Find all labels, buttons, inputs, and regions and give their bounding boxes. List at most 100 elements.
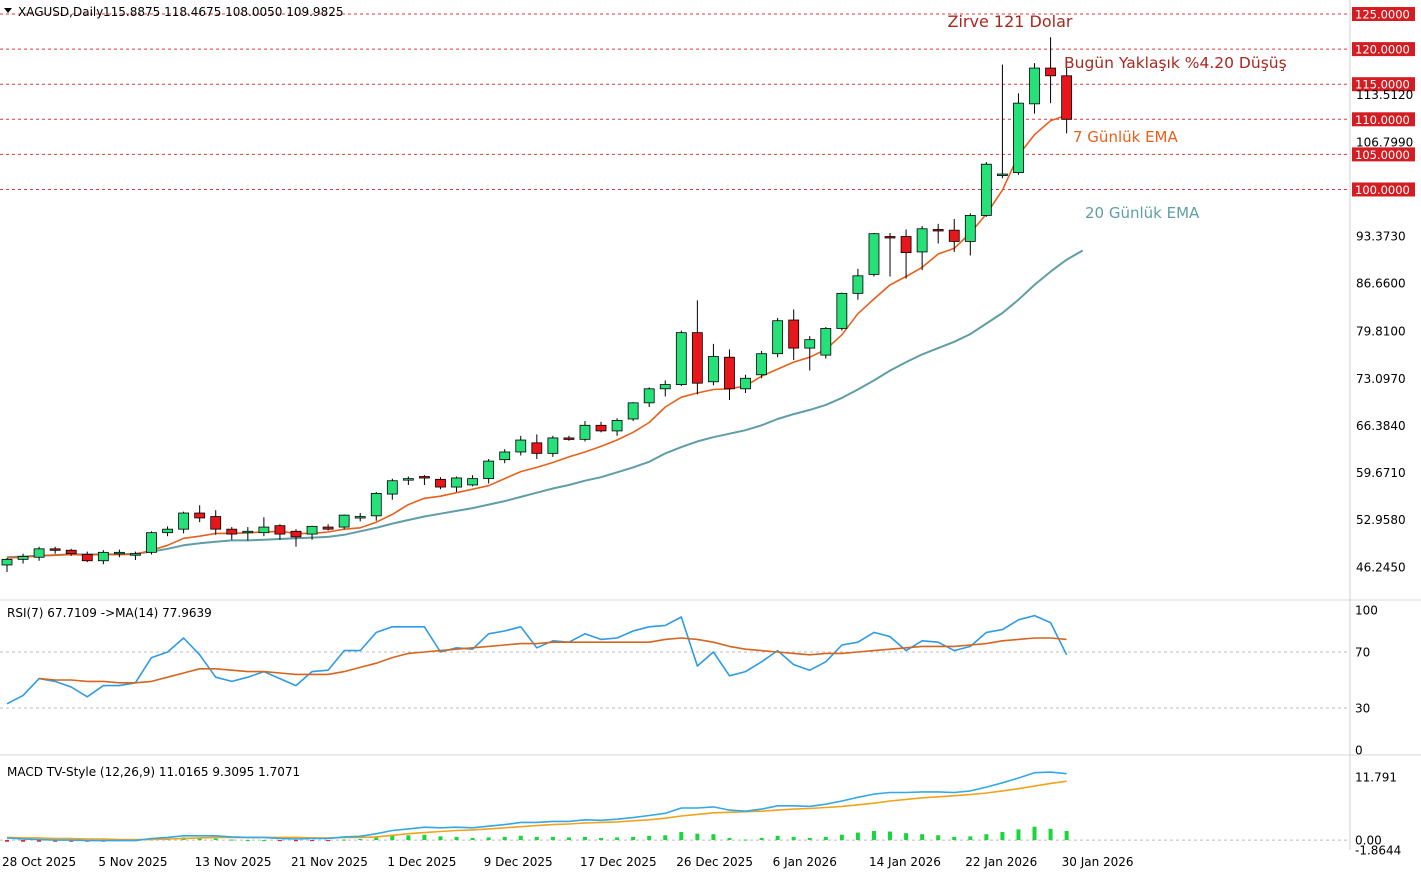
candle-body bbox=[113, 551, 125, 555]
candle-body bbox=[322, 526, 334, 530]
price-level-label: 115.0000 bbox=[1355, 78, 1410, 92]
macd-indicator-label: MACD TV-Style (12,26,9) 11.0165 9.3095 1… bbox=[7, 765, 300, 779]
candle-body bbox=[17, 556, 29, 560]
macd-histogram-bar bbox=[888, 831, 893, 841]
candle-body bbox=[916, 228, 928, 253]
candle-body bbox=[467, 478, 478, 486]
macd-histogram-bar bbox=[647, 835, 652, 841]
macd-histogram-bar bbox=[550, 836, 555, 841]
macd-histogram-bar bbox=[615, 837, 620, 841]
macd-histogram-bar bbox=[823, 836, 828, 841]
macd-histogram-bar bbox=[631, 836, 636, 841]
candle-body bbox=[948, 229, 960, 242]
peak-annotation: Zirve 121 Dolar bbox=[948, 12, 1073, 31]
macd-histogram-bar bbox=[390, 835, 395, 841]
candle-body bbox=[194, 512, 206, 519]
macd-histogram-bar bbox=[406, 835, 411, 841]
macd-histogram-bar bbox=[663, 835, 668, 841]
price-level-box bbox=[1352, 182, 1415, 197]
price-tick-label: 93.3730 bbox=[1356, 229, 1406, 243]
candle-body bbox=[675, 332, 687, 385]
time-tick-label: 30 Jan 2026 bbox=[1062, 855, 1134, 869]
price-level-box bbox=[1352, 112, 1415, 127]
candle-body bbox=[659, 384, 671, 390]
macd-histogram-bar bbox=[1000, 832, 1005, 841]
macd-histogram-bar bbox=[1016, 829, 1021, 841]
macd-histogram-bar bbox=[21, 840, 26, 842]
price-tick-label: 66.3840 bbox=[1356, 419, 1406, 433]
candle-body bbox=[756, 353, 767, 376]
macd-histogram-bar bbox=[213, 838, 218, 841]
rsi-tick-label: 70 bbox=[1355, 646, 1370, 660]
candle-body bbox=[820, 328, 832, 356]
macd-histogram-bar bbox=[245, 840, 250, 842]
price-level-label: 125.0000 bbox=[1355, 8, 1410, 22]
candle-body bbox=[306, 525, 318, 535]
candle-body bbox=[226, 528, 238, 535]
dropdown-arrow-icon[interactable] bbox=[4, 8, 12, 13]
candle-body bbox=[130, 553, 141, 556]
price-tick-label: 86.6600 bbox=[1356, 277, 1406, 291]
time-tick-label: 14 Jan 2026 bbox=[869, 855, 941, 869]
candle-body bbox=[531, 442, 543, 454]
time-tick-label: 28 Oct 2025 bbox=[2, 855, 76, 869]
grid-layer bbox=[0, 0, 1421, 850]
candle-body bbox=[691, 332, 703, 384]
candle-body bbox=[370, 492, 382, 517]
candle-body bbox=[338, 514, 350, 528]
macd-histogram-bar bbox=[566, 837, 571, 841]
candle-body bbox=[1045, 67, 1056, 77]
candle-body bbox=[547, 437, 559, 454]
candle-body bbox=[386, 480, 398, 495]
macd-histogram-bar bbox=[871, 830, 876, 841]
candle-body bbox=[178, 512, 190, 530]
macd-histogram-bar bbox=[984, 834, 989, 841]
price-tick-label: 59.6710 bbox=[1356, 466, 1406, 480]
indicator-layer bbox=[5, 114, 1084, 842]
macd-histogram-bar bbox=[1064, 830, 1069, 841]
macd-histogram-bar bbox=[855, 832, 860, 841]
macd-tick-label: 11.791 bbox=[1355, 771, 1397, 785]
candle-body bbox=[772, 320, 784, 355]
chart-ohlc-readout: 115.8875 118.4675 108.0050 109.9825 bbox=[103, 5, 343, 19]
time-tick-label: 13 Nov 2025 bbox=[195, 855, 272, 869]
macd-histogram-bar bbox=[197, 837, 202, 841]
macd-histogram-bar bbox=[679, 832, 684, 841]
time-tick-label: 1 Dec 2025 bbox=[387, 855, 456, 869]
macd-histogram-bar bbox=[775, 835, 780, 841]
candle-body bbox=[33, 548, 45, 558]
candle-body bbox=[627, 402, 639, 420]
price-tick-label: 73.0970 bbox=[1356, 372, 1406, 386]
macd-histogram-bar bbox=[374, 836, 379, 841]
candle-body bbox=[932, 229, 944, 232]
macd-histogram-bar bbox=[534, 836, 539, 841]
candle-body bbox=[274, 525, 286, 535]
macd-histogram-bar bbox=[839, 834, 844, 841]
ema20-annotation: 20 Günlük EMA bbox=[1085, 204, 1200, 222]
macd-histogram-bar bbox=[438, 836, 443, 841]
time-tick-label: 5 Nov 2025 bbox=[98, 855, 167, 869]
candle-body bbox=[402, 478, 414, 481]
candle-body bbox=[242, 530, 254, 534]
candle-body bbox=[724, 356, 735, 390]
macd-histogram-bar bbox=[358, 839, 363, 841]
candle-body bbox=[884, 236, 896, 239]
macd-histogram-bar bbox=[470, 837, 475, 841]
candle-body bbox=[563, 437, 575, 440]
macd-histogram-bar bbox=[293, 840, 298, 842]
rsi-line bbox=[6, 614, 1068, 705]
candle-body bbox=[419, 476, 430, 479]
price-level-box bbox=[1352, 7, 1415, 22]
macd-histogram-bar bbox=[486, 837, 491, 841]
price-level-label: 105.0000 bbox=[1355, 148, 1410, 162]
macd-histogram-bar bbox=[37, 840, 42, 842]
ema7-annotation: 7 Günlük EMA bbox=[1073, 128, 1178, 146]
candle-body bbox=[997, 173, 1008, 176]
price-tick-label: 52.9580 bbox=[1356, 513, 1406, 527]
price-tick-label: 46.2450 bbox=[1356, 560, 1406, 574]
macd-signal-line bbox=[6, 780, 1067, 841]
candle-body bbox=[595, 424, 607, 432]
candle-body bbox=[290, 530, 302, 538]
price-level-box bbox=[1352, 77, 1415, 92]
